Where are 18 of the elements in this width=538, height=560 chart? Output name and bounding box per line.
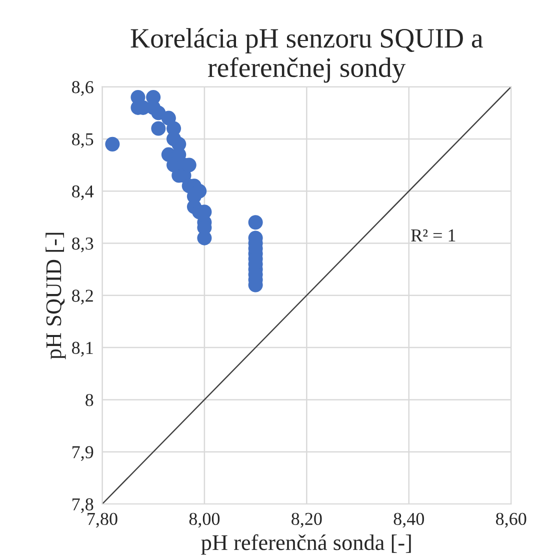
y-tick-label: 8 <box>86 394 94 406</box>
y-tick-label: 8,3 <box>72 238 94 252</box>
x-tick-label: 7,80 <box>88 512 118 528</box>
x-axis-title: pH referenčná sonda [-] <box>201 534 411 555</box>
y-tick-label: 7,9 <box>72 446 94 461</box>
x-tick-label: 8,00 <box>189 512 220 528</box>
y-tick-label: 8,5 <box>72 133 94 148</box>
annotation: R² = 1 <box>411 229 456 242</box>
x-tick-label: 8,40 <box>394 512 424 528</box>
y-axis-title: pH SQUID [-] <box>46 232 66 360</box>
chart-title: Korelácia pH senzoru SQUID a referenčnej sondy <box>130 28 483 83</box>
x-tick-label: 8,20 <box>292 512 322 528</box>
y-tick-label: 8,4 <box>72 185 94 200</box>
y-tick-label: 8,6 <box>72 81 94 96</box>
x-tick-label: 8,60 <box>496 512 526 528</box>
y-tick-label: 8,2 <box>72 290 93 304</box>
y-tick-label: 8,1 <box>72 342 93 357</box>
y-tick-label: 7,8 <box>72 498 94 514</box>
